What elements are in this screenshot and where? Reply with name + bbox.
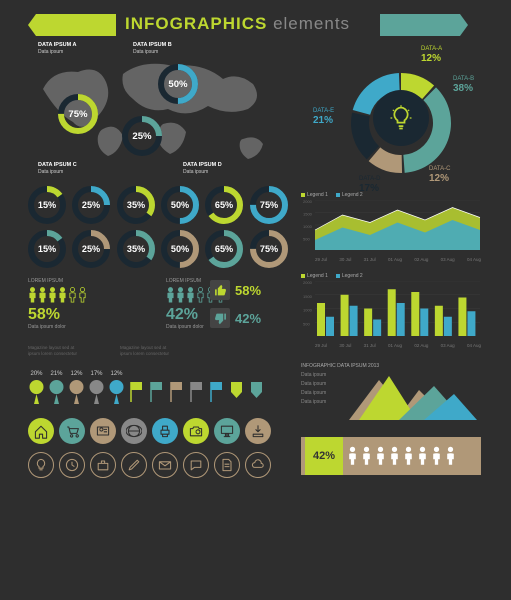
svg-text:50%: 50%	[171, 244, 189, 254]
marker-8	[188, 380, 205, 406]
donut-grid: 15% 25% 35% 50% 65% 75% 15% 25% 35% 50% 65% 75%	[28, 186, 288, 268]
grid-donut-7: 25%	[72, 230, 110, 268]
mountain-chart: INFOGRAPHIC DATA IPSUM 2013 Data ipsumDa…	[301, 363, 481, 425]
pie-label-3: DATA-D17%	[359, 176, 380, 194]
segmented-pie: DATA-A12%DATA-B38%DATA-C12%DATA-D17%DATA…	[321, 48, 481, 198]
marker-0: 20%	[28, 380, 45, 406]
svg-text:1500: 1500	[303, 294, 313, 299]
marker-7	[168, 380, 185, 406]
svg-text:75%: 75%	[260, 200, 278, 210]
svg-text:35%: 35%	[127, 244, 145, 254]
svg-text:35%: 35%	[127, 200, 145, 210]
grid-donut-4: 65%	[205, 186, 243, 224]
map-donut-2: 25%	[122, 116, 162, 156]
id-icon	[90, 418, 116, 444]
pencil-icon	[121, 452, 147, 478]
grid-donut-6: 15%	[28, 230, 66, 268]
svg-text:25%: 25%	[132, 131, 152, 142]
world-map-section: DATA IPSUM AData ipsum DATA IPSUM BData …	[28, 44, 288, 179]
grid-donut-9: 50%	[161, 230, 199, 268]
grid-donut-8: 35%	[117, 230, 155, 268]
svg-text:75%: 75%	[68, 109, 88, 120]
marker-11	[248, 380, 265, 406]
grid-donut-2: 35%	[117, 186, 155, 224]
cart-icon	[59, 418, 85, 444]
marker-10	[228, 380, 245, 406]
grid-donut-1: 25%	[72, 186, 110, 224]
briefcase-icon	[90, 452, 116, 478]
pie-label-0: DATA-A12%	[421, 46, 442, 64]
map-label-c: DATA IPSUM CData ipsum	[38, 162, 77, 175]
icon-row-2	[28, 452, 288, 478]
svg-text:1000: 1000	[303, 224, 313, 229]
icon-row-1	[28, 418, 288, 444]
svg-text:50%: 50%	[168, 79, 188, 90]
svg-text:75%: 75%	[260, 244, 278, 254]
grid-donut-3: 50%	[161, 186, 199, 224]
people-left: LOREM IPSUM 58% Data ipsum dolor	[28, 278, 148, 333]
map-label-a: DATA IPSUM AData ipsum	[38, 42, 77, 55]
chat-icon	[183, 452, 209, 478]
svg-text:500: 500	[303, 237, 310, 242]
grid-donut-5: 75%	[250, 186, 288, 224]
pie-center-bulb-icon	[373, 90, 429, 146]
doc-icon	[214, 452, 240, 478]
grid-donut-0: 15%	[28, 186, 66, 224]
thumbs-down-icon	[210, 308, 230, 328]
map-label-d: DATA IPSUM DData ipsum	[183, 162, 222, 175]
map-donut-0: 75%	[58, 94, 98, 134]
map-label-b: DATA IPSUM BData ipsum	[133, 42, 172, 55]
svg-text:25%: 25%	[82, 244, 100, 254]
monitor-icon	[214, 418, 240, 444]
marker-9	[208, 380, 225, 406]
marker-2: 12%	[68, 380, 85, 406]
svg-text:1000: 1000	[303, 308, 313, 313]
page-title: INFOGRAPHICS elements	[125, 14, 350, 34]
svg-text:65%: 65%	[215, 244, 233, 254]
marker-1: 21%	[48, 380, 65, 406]
marker-6	[148, 380, 165, 406]
grid-donut-10: 65%	[205, 230, 243, 268]
mail-icon	[152, 452, 178, 478]
bulb-icon	[28, 452, 54, 478]
svg-text:50%: 50%	[171, 200, 189, 210]
svg-text:2000: 2000	[303, 200, 313, 204]
grid-donut-11: 75%	[250, 230, 288, 268]
area-chart: Legend 1Legend 2 200015001000500 29 Jul3…	[301, 192, 481, 262]
svg-text:65%: 65%	[215, 200, 233, 210]
map-donut-1: 50%	[158, 64, 198, 104]
svg-text:15%: 15%	[38, 244, 56, 254]
svg-text:500: 500	[303, 321, 310, 326]
download-icon	[245, 418, 271, 444]
bar-chart: Legend 1Legend 2 200015001000500 29 Jul3…	[301, 273, 481, 351]
pie-label-1: DATA-B38%	[453, 76, 474, 94]
marker-3: 17%	[88, 380, 105, 406]
marker-5	[128, 380, 145, 406]
bottom-people-bar: 42%	[301, 437, 481, 475]
pie-label-4: DATA-E21%	[313, 108, 334, 126]
clock-icon	[59, 452, 85, 478]
svg-text:1500: 1500	[303, 212, 313, 217]
lorem-1: Magazine layout sed atipsum lorem consec…	[28, 345, 108, 357]
thumbs-section: 58% 42%	[210, 280, 288, 336]
ribbon-left	[28, 14, 116, 36]
svg-text:15%: 15%	[38, 200, 56, 210]
thumbs-up-icon	[210, 280, 230, 300]
svg-text:2000: 2000	[303, 281, 313, 285]
globe-icon	[121, 418, 147, 444]
camera-icon	[183, 418, 209, 444]
pie-label-2: DATA-C12%	[429, 166, 450, 184]
home-icon	[28, 418, 54, 444]
lorem-2: Magazine layout sed atipsum lorem consec…	[120, 345, 200, 357]
ribbon-right	[380, 14, 468, 36]
map-markers-row: 20%21%12%17%12%	[28, 380, 288, 406]
marker-4: 12%	[108, 380, 125, 406]
printer-icon	[152, 418, 178, 444]
cloud-icon	[245, 452, 271, 478]
svg-text:25%: 25%	[82, 200, 100, 210]
